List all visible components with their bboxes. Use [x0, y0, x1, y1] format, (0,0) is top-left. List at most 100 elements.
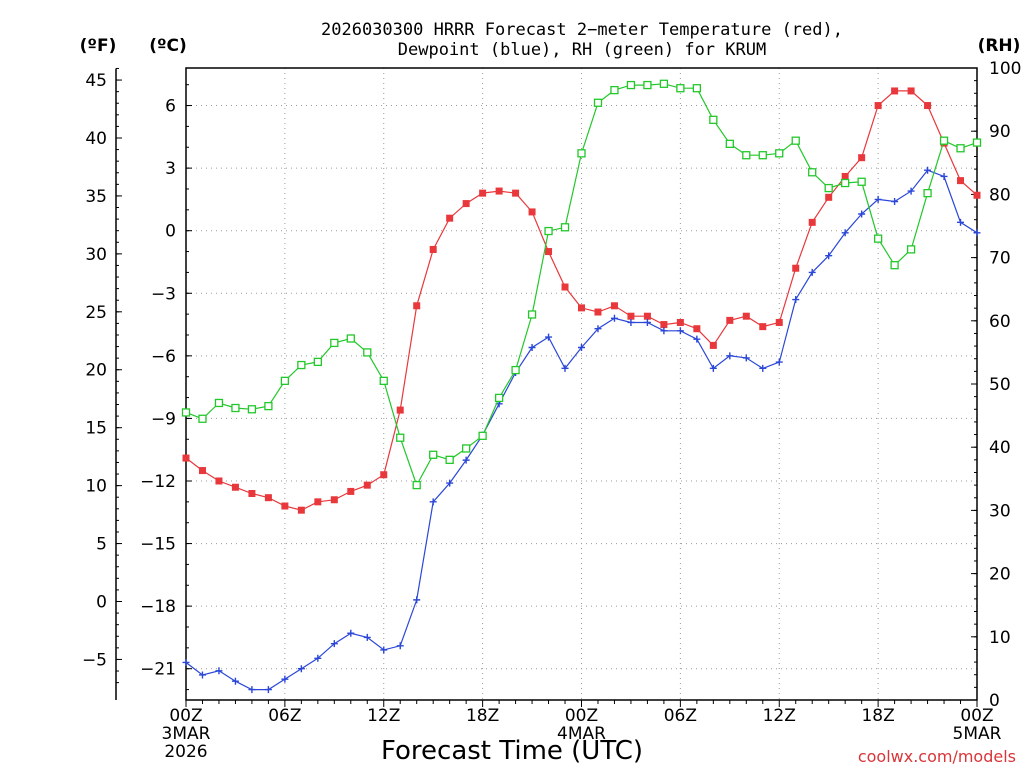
dewpoint-point: [182, 658, 190, 666]
rh-point: [511, 365, 520, 375]
temperature-point: [561, 283, 569, 291]
temperature-point: [215, 477, 223, 485]
rh-point: [247, 405, 257, 414]
rh-point: [379, 376, 388, 385]
temperature-point: [578, 304, 585, 312]
fahrenheit-unit-label: (ºF): [80, 36, 117, 56]
temperature-series: [182, 87, 981, 514]
temperature-point: [676, 318, 684, 326]
dewpoint-point: [643, 318, 651, 326]
rh-tick-label: 70: [989, 249, 1011, 269]
rh-point: [775, 149, 784, 158]
rh-point: [643, 80, 652, 90]
dewpoint-series: [182, 166, 981, 694]
celsius-tick-label: −18: [140, 597, 176, 617]
rh-point: [280, 376, 290, 385]
dewpoint-point: [940, 172, 948, 180]
rh-point: [214, 398, 224, 408]
rh-point: [676, 84, 685, 93]
dewpoint-point: [792, 296, 800, 304]
x-tick-label: 12Z: [367, 706, 400, 726]
celsius-tick-label: 0: [165, 222, 176, 242]
rh-point: [363, 348, 372, 357]
rh-point: [923, 188, 932, 198]
dewpoint-point: [215, 667, 223, 675]
rh-point: [544, 226, 553, 236]
celsius-tick-label: −9: [151, 409, 176, 429]
fahrenheit-tick-label: 40: [85, 129, 107, 149]
rh-tick-label: 100: [989, 59, 1021, 79]
dewpoint-point: [627, 318, 635, 326]
dewpoint-point: [231, 677, 239, 685]
dewpoint-point: [545, 333, 553, 341]
x-tick-label: 00Z: [169, 706, 202, 726]
celsius-tick-label: 6: [165, 97, 176, 117]
rh-point: [264, 401, 273, 411]
rh-series: [181, 79, 982, 490]
temperature-point: [182, 454, 190, 462]
dewpoint-point: [660, 327, 668, 335]
grid-lines: [186, 68, 977, 700]
rh-point: [181, 408, 191, 417]
x-tick-label: 3MAR: [162, 724, 211, 744]
temperature-point: [314, 498, 322, 506]
dewpoint-point: [528, 343, 536, 351]
rh-point: [939, 136, 949, 145]
rh-point: [841, 178, 850, 188]
title-line-1: 2026030300 HRRR Forecast 2−meter Tempera…: [321, 20, 843, 40]
dewpoint-point: [825, 252, 833, 260]
rh-point: [906, 245, 916, 254]
temperature-point: [429, 245, 437, 253]
temperature-point: [594, 308, 602, 316]
temperature-point: [924, 102, 932, 110]
x-tick-label: 2026: [164, 742, 207, 762]
x-tick-label: 18Z: [861, 706, 894, 726]
x-tick-label: 00Z: [565, 706, 598, 726]
dewpoint-point: [907, 187, 915, 195]
dewpoint-point: [198, 671, 206, 679]
rh-point: [412, 480, 421, 490]
dewpoint-point: [841, 229, 849, 237]
rh-tick-label: 90: [989, 122, 1011, 142]
dewpoint-point: [594, 325, 602, 333]
rh-point: [824, 183, 833, 193]
rh-point: [791, 136, 800, 145]
temperature-point: [726, 316, 734, 324]
temperature-point: [775, 318, 783, 326]
x-tick-label: 06Z: [268, 706, 301, 726]
dewpoint-point: [462, 456, 470, 464]
temperature-point: [858, 154, 866, 162]
fahrenheit-tick-label: 15: [85, 419, 107, 439]
dewpoint-point: [973, 229, 981, 237]
dewpoint-point: [396, 642, 404, 650]
temperature-point: [841, 172, 849, 180]
rh-tick-label: 40: [989, 438, 1011, 458]
temperature-point: [874, 102, 882, 110]
rh-point: [873, 234, 883, 243]
temperature-point: [281, 502, 289, 510]
dewpoint-point: [693, 335, 701, 343]
rh-point: [297, 360, 306, 370]
rh-tick-label: 10: [989, 628, 1011, 648]
temperature-point: [446, 214, 454, 222]
rh-unit-label: (RH): [978, 36, 1021, 56]
temperature-point: [825, 193, 833, 201]
dewpoint-point: [578, 343, 585, 351]
dewpoint-point: [808, 268, 816, 276]
temperature-point: [512, 189, 520, 197]
temperature-point: [545, 248, 553, 256]
rh-point: [560, 223, 570, 232]
celsius-tick-label: −15: [140, 535, 176, 555]
x-tick-label: 12Z: [763, 706, 796, 726]
rh-point: [231, 403, 240, 413]
x-tick-label: 5MAR: [953, 724, 1002, 744]
rh-point: [972, 138, 982, 147]
celsius-tick-label: 3: [165, 159, 176, 179]
rh-point: [461, 444, 471, 453]
rh-point: [330, 338, 339, 348]
x-tick-label: 00Z: [960, 706, 993, 726]
rh-point: [198, 414, 207, 423]
temperature-point: [660, 321, 668, 329]
temperature-point: [693, 325, 701, 333]
